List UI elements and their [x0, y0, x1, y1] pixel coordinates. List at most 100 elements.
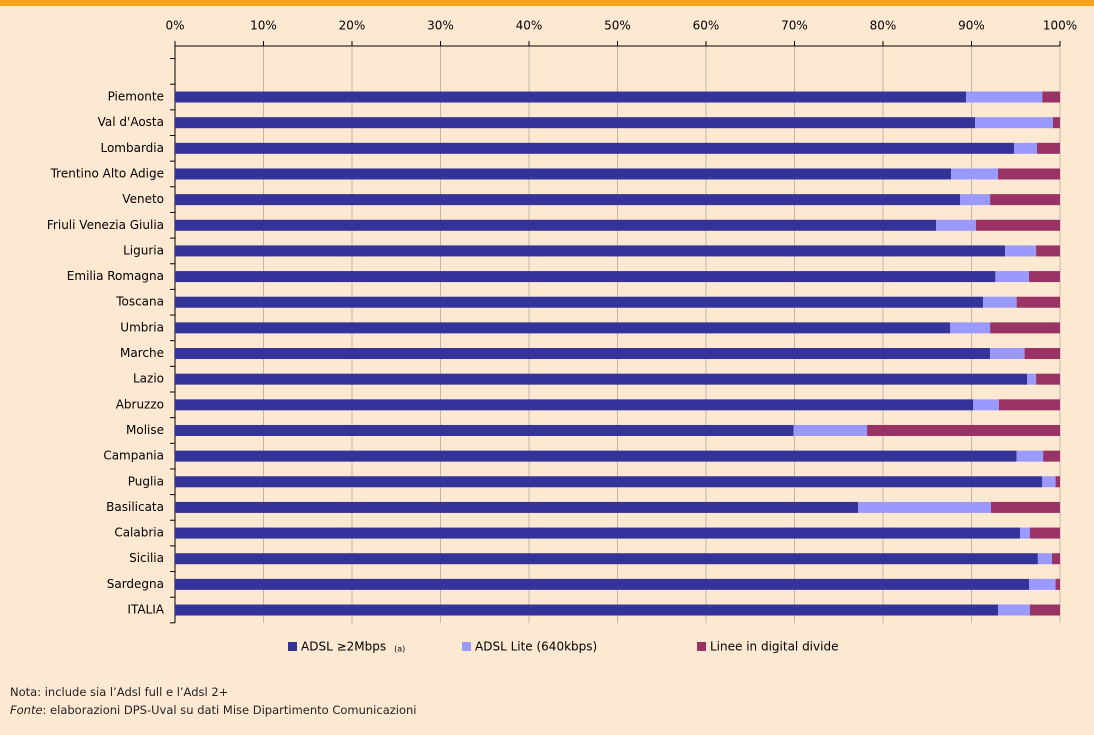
y-tick-label: Trentino Alto Adige	[50, 166, 164, 180]
bar-segment	[793, 424, 868, 436]
legend-swatch	[288, 642, 297, 651]
bar-segment	[858, 501, 991, 513]
bar-segment	[175, 322, 951, 334]
bar-segment	[951, 168, 999, 180]
y-tick-label: Sardegna	[107, 577, 164, 591]
bar-segment	[973, 399, 999, 411]
bar-segment	[1055, 476, 1060, 488]
y-tick-label: ITALIA	[127, 603, 164, 617]
bar-segment	[1005, 245, 1037, 257]
bar-segment	[1036, 245, 1060, 257]
bar-segment	[1020, 527, 1030, 539]
bar-segment	[1029, 604, 1060, 616]
bar-segment	[175, 168, 952, 180]
source-label: Fonte	[10, 703, 43, 717]
bar-segment	[1036, 373, 1060, 385]
bar-segment	[990, 501, 1060, 513]
bar-segment	[1052, 553, 1060, 565]
legend-label: Linee in digital divide	[710, 640, 838, 654]
bar-segment	[175, 194, 960, 206]
y-tick-label: Lombardia	[100, 141, 164, 155]
bar-segment	[175, 142, 1014, 154]
bar-segment	[959, 194, 991, 206]
x-tick-label: 20%	[339, 19, 366, 33]
y-tick-label: Val d'Aosta	[98, 115, 164, 129]
bar-segment	[998, 399, 1060, 411]
bar-segment	[975, 219, 1060, 231]
bar-segment	[990, 348, 1025, 360]
x-tick-label: 70%	[781, 19, 808, 33]
bar-segment	[175, 604, 999, 616]
bar-segment	[175, 348, 991, 360]
bar-segment	[175, 553, 1038, 565]
x-tick-label: 40%	[516, 19, 543, 33]
bar-segment	[998, 604, 1030, 616]
y-tick-label: Friuli Venezia Giulia	[47, 218, 164, 232]
legend-swatch	[462, 642, 471, 651]
x-tick-label: 10%	[250, 19, 277, 33]
legend-label: ADSL Lite (640kbps)	[475, 640, 597, 654]
bar-segment	[175, 424, 794, 436]
chart: 0% 10% 20% 30% 40% 50% 60% 70% 80% 90% 100% Piemont…	[47, 19, 1077, 654]
y-tick-label: Calabria	[114, 526, 164, 540]
note: Nota: include sia l’Adsl full e l’Adsl 2…	[10, 685, 229, 699]
x-tick-label: 50%	[604, 19, 631, 33]
bar-segment	[175, 527, 1021, 539]
bar-segment	[983, 296, 1017, 308]
y-tick-label: Lazio	[133, 372, 164, 386]
y-tick-label: Puglia	[128, 474, 164, 488]
bar-segment	[950, 322, 991, 334]
bar-segment	[1029, 527, 1060, 539]
source-text: : elaborazioni DPS-Uval su dati Mise Dip…	[42, 703, 417, 717]
bar-segment	[1029, 271, 1060, 283]
y-tick-label: Marche	[120, 346, 164, 360]
bar-segment	[1037, 553, 1053, 565]
source: Fonte: elaborazioni DPS-Uval su dati Mis…	[10, 703, 417, 717]
legend-swatch	[697, 642, 706, 651]
bar-segment	[1016, 450, 1044, 462]
x-tick-label: 100%	[1043, 19, 1077, 33]
bar-segment	[1036, 142, 1060, 154]
x-tick-label: 80%	[870, 19, 897, 33]
bar-segment	[1043, 450, 1060, 462]
x-tick-label: 30%	[427, 19, 454, 33]
bar-segment	[1055, 578, 1060, 590]
y-tick-label: Abruzzo	[116, 397, 164, 411]
bar-segment	[1027, 373, 1037, 385]
bar-segment	[1016, 296, 1060, 308]
bar-segment	[1042, 476, 1056, 488]
bar-segment	[966, 91, 1043, 103]
bar-segment	[867, 424, 1060, 436]
bar-segment	[975, 117, 1053, 129]
bar-segment	[936, 219, 976, 231]
bar-segment	[175, 501, 859, 513]
x-tick-label: 0%	[165, 19, 184, 33]
y-tick-label: Veneto	[122, 192, 164, 206]
bar-segment	[175, 245, 1006, 257]
bar-segment	[1013, 142, 1037, 154]
y-tick-label: Piemonte	[108, 90, 164, 104]
bar-segment	[175, 117, 976, 129]
bar-segment	[175, 219, 937, 231]
bar-segment	[1024, 348, 1060, 360]
x-tick-label: 60%	[693, 19, 720, 33]
y-tick-label: Sicilia	[129, 551, 164, 565]
bar-segment	[175, 373, 1028, 385]
bar-segment	[175, 450, 1017, 462]
y-tick-label: Umbria	[120, 320, 164, 334]
y-tick-label: Molise	[126, 423, 164, 437]
legend-note: (a)	[394, 645, 405, 654]
bar-segment	[175, 271, 996, 283]
bar-segment	[990, 322, 1060, 334]
y-tick-label: Emilia Romagna	[67, 269, 164, 283]
bar-segment	[175, 399, 974, 411]
y-tick-label: Liguria	[123, 243, 164, 257]
bar-segment	[990, 194, 1060, 206]
legend-label: ADSL ≥2Mbps	[301, 640, 386, 654]
bar-segment	[175, 91, 967, 103]
bar-segment	[175, 296, 984, 308]
bar-segment	[175, 578, 1030, 590]
y-tick-label: Toscana	[115, 295, 164, 309]
bar-segment	[1029, 578, 1056, 590]
